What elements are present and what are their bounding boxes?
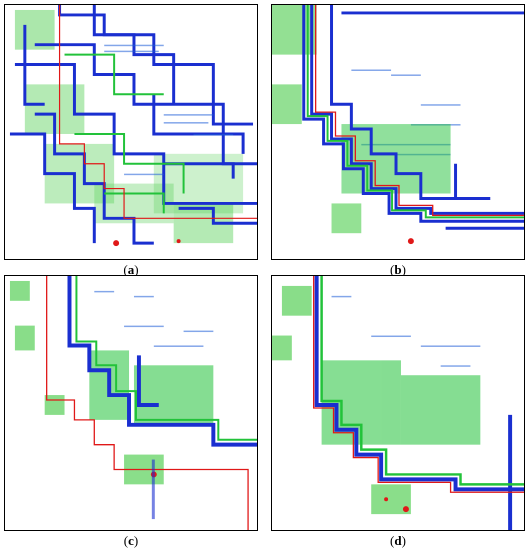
panel-d: [271, 275, 525, 531]
panel-b: [271, 4, 525, 260]
panel-c: [4, 275, 258, 531]
panel-a: [4, 4, 258, 260]
point-cloud-b: [272, 5, 524, 245]
caption-c: (c): [123, 533, 139, 548]
point-cloud-c: [9, 276, 257, 530]
caption-b: (b): [390, 262, 406, 277]
point-cloud-d: [272, 276, 524, 530]
point-cloud-a: [9, 5, 257, 247]
caption-a: (a): [123, 262, 139, 277]
caption-d: (d): [390, 533, 406, 548]
